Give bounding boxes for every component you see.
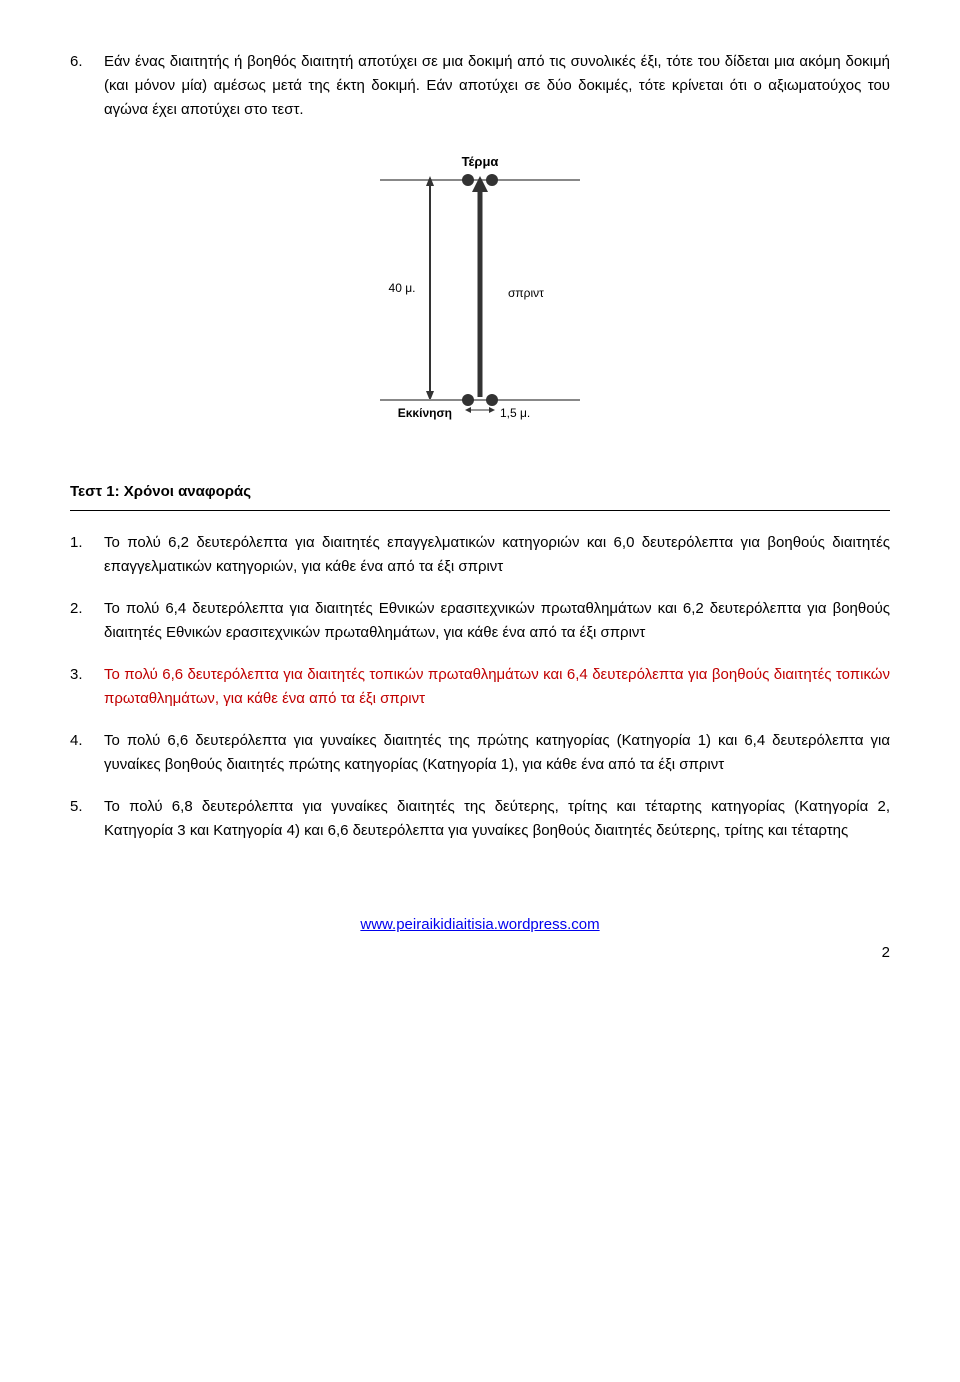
list-item: Το πολύ 6,8 δευτερόλεπτα για γυναίκες δι… <box>70 795 890 843</box>
sprint-diagram: Τέρμα 40 μ. σπριντ Εκκίνηση 1,5 μ. <box>70 152 890 440</box>
reference-times-list: Το πολύ 6,2 δευτερόλεπτα για διαιτητές ε… <box>70 531 890 843</box>
list-item-text: Το πολύ 6,8 δευτερόλεπτα για γυναίκες δι… <box>104 795 890 843</box>
diagram-left-label: 40 μ. <box>389 281 416 295</box>
list-item-text: Το πολύ 6,6 δευτερόλεπτα για διαιτητές τ… <box>104 663 890 711</box>
section-underline <box>70 510 890 511</box>
diagram-mid-label: σπριντ <box>508 286 544 300</box>
list-item: Το πολύ 6,4 δευτερόλεπτα για διαιτητές Ε… <box>70 597 890 645</box>
page-number: 2 <box>70 941 890 965</box>
diagram-bottom-dim: 1,5 μ. <box>500 406 530 420</box>
section-title: Τεστ 1: Χρόνοι αναφοράς <box>70 480 890 504</box>
list-item-text: Το πολύ 6,2 δευτερόλεπτα για διαιτητές ε… <box>104 531 890 579</box>
numbered-paragraph: 6. Εάν ένας διαιτητής ή βοηθός διαιτητή … <box>70 50 890 122</box>
list-item-text: Το πολύ 6,4 δευτερόλεπτα για διαιτητές Ε… <box>104 597 890 645</box>
list-item: Το πολύ 6,6 δευτερόλεπτα για γυναίκες δι… <box>70 729 890 777</box>
diagram-top-label: Τέρμα <box>462 154 499 169</box>
footer: www.peiraikidiaitisia.wordpress.com <box>70 913 890 937</box>
item-text: Εάν ένας διαιτητής ή βοηθός διαιτητή απο… <box>104 50 890 122</box>
list-item-text: Το πολύ 6,6 δευτερόλεπτα για γυναίκες δι… <box>104 729 890 777</box>
diagram-bottom-label: Εκκίνηση <box>398 406 452 420</box>
footer-link[interactable]: www.peiraikidiaitisia.wordpress.com <box>360 916 599 933</box>
list-item: Το πολύ 6,2 δευτερόλεπτα για διαιτητές ε… <box>70 531 890 579</box>
item-number: 6. <box>70 50 104 122</box>
list-item: Το πολύ 6,6 δευτερόλεπτα για διαιτητές τ… <box>70 663 890 711</box>
